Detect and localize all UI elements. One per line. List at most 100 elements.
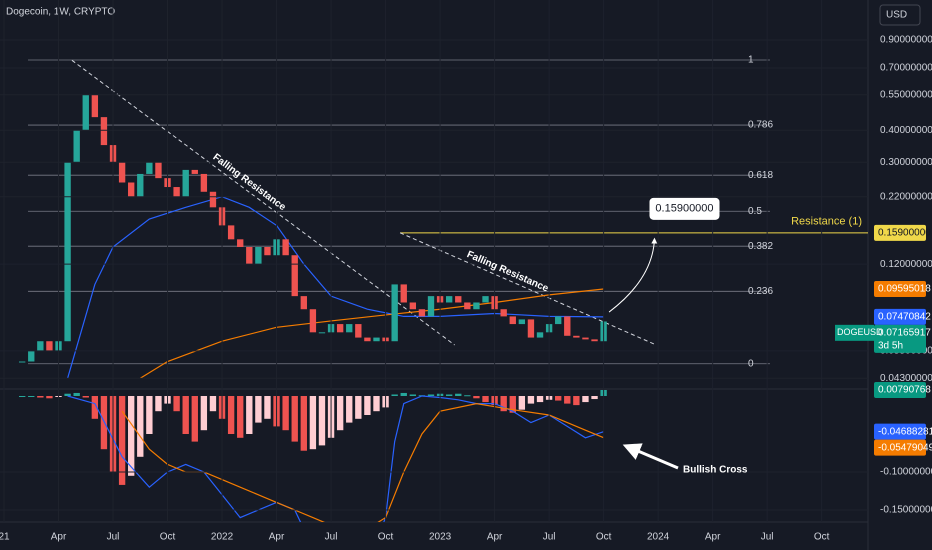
annotation-label: Bullish Cross: [683, 465, 748, 476]
histogram-bar: [509, 396, 516, 413]
candle: [336, 324, 344, 333]
candle: [237, 239, 244, 247]
candle: [191, 169, 198, 174]
trendline: [71, 59, 455, 346]
candle: [246, 246, 253, 265]
x-tick-label: 2023: [429, 532, 452, 543]
candle: [73, 130, 80, 163]
histogram-bar: [246, 396, 253, 434]
chart-title: Dogecoin, 1W, CRYPTO: [6, 7, 115, 18]
candle: [82, 94, 89, 131]
histogram-bar: [573, 396, 580, 406]
histogram-bar: [28, 396, 35, 398]
candle: [100, 117, 108, 146]
candle: [255, 246, 262, 265]
histogram-bar: [555, 396, 562, 401]
candle: [555, 316, 562, 325]
candle: [527, 319, 535, 338]
price-tag: [874, 224, 926, 241]
histogram-bar: [500, 396, 507, 412]
callout-label: 0.15900000: [655, 203, 713, 215]
histogram-bar: [591, 396, 598, 400]
x-tick-label: Oct: [160, 532, 176, 543]
x-tick-label: Apr: [269, 532, 285, 543]
x-tick-label: Apr: [487, 532, 503, 543]
currency-label: USD: [886, 10, 907, 21]
histogram-bar: [264, 396, 271, 419]
histogram-bar: [473, 396, 480, 399]
x-tick-label: 2024: [647, 532, 670, 543]
histogram-bar: [282, 396, 289, 431]
candle: [409, 302, 417, 310]
x-tick-label: 2022: [211, 532, 234, 543]
price-tag-label: 0.00790768: [878, 385, 931, 396]
histogram-bar: [91, 396, 99, 419]
candle: [518, 319, 526, 325]
symbol-label: DOGEUSD: [837, 327, 883, 337]
candle: [346, 324, 353, 333]
resistance-label: Resistance (1): [791, 216, 862, 228]
candle: [282, 239, 289, 256]
histogram-bar: [182, 396, 189, 434]
histogram-bar: [355, 396, 362, 419]
price-tag-label: 0.07165917: [878, 327, 931, 338]
y-tick-label: 0.12000000: [880, 259, 932, 270]
y-tick-label: 0.90000000: [880, 35, 932, 46]
candle: [564, 316, 571, 336]
trendline: [399, 232, 657, 346]
histogram-bar: [564, 396, 571, 404]
candle: [28, 350, 35, 362]
price-tag-label: 0.09595018: [878, 284, 931, 295]
histogram-bar: [464, 395, 471, 397]
candle: [209, 191, 217, 208]
y-tick-label: 0.55000000: [880, 89, 932, 100]
y-tick-label: 0.40000000: [880, 125, 932, 136]
y-tick-label: 0.04300000: [880, 373, 932, 384]
price-tag: [874, 381, 926, 398]
moving-average: [67, 196, 604, 379]
x-tick-label: Jul: [107, 532, 120, 543]
candle: [318, 332, 326, 334]
x-tick-label: Apr: [51, 532, 67, 543]
histogram-bar: [255, 396, 262, 423]
currency-button[interactable]: [879, 4, 921, 26]
histogram-bar: [427, 394, 435, 397]
y-tick-label: 0.30000000: [880, 157, 932, 168]
candle: [473, 302, 480, 310]
x-tick-label: Apr: [705, 532, 721, 543]
callout-box: [649, 197, 720, 220]
candle: [137, 173, 144, 197]
candle: [173, 187, 180, 197]
x-tick-label: Oct: [378, 532, 394, 543]
fib-label: 0.382: [748, 241, 773, 252]
x-tick-label: Jul: [543, 532, 556, 543]
candle: [364, 337, 371, 342]
histogram-bar: [46, 396, 53, 399]
histogram-bar: [37, 396, 44, 398]
histogram-bar: [137, 396, 144, 457]
histogram-bar: [518, 396, 526, 410]
candle: [591, 339, 598, 342]
candle: [500, 309, 507, 317]
histogram-bar: [482, 396, 489, 403]
candle: [455, 296, 462, 303]
histogram-bar: [409, 394, 417, 397]
annotation-arrow: [622, 443, 679, 470]
price-tag-label: 0.07470842: [878, 311, 931, 322]
candle: [573, 335, 580, 338]
histogram-bar: [200, 396, 208, 431]
candle: [91, 94, 99, 118]
candle: [155, 162, 162, 179]
candle: [37, 341, 44, 351]
symbol-tag: [835, 324, 874, 341]
x-tick-label: Oct: [596, 532, 612, 543]
candle: [264, 246, 271, 256]
histogram-bar: [364, 396, 371, 416]
countdown: 3d 5h: [878, 340, 903, 351]
fib-label: 0.236: [748, 286, 773, 297]
x-tick-label: 21: [0, 532, 10, 543]
histogram-bar: [582, 396, 589, 403]
x-tick-label: Jul: [761, 532, 774, 543]
candle: [300, 296, 307, 310]
